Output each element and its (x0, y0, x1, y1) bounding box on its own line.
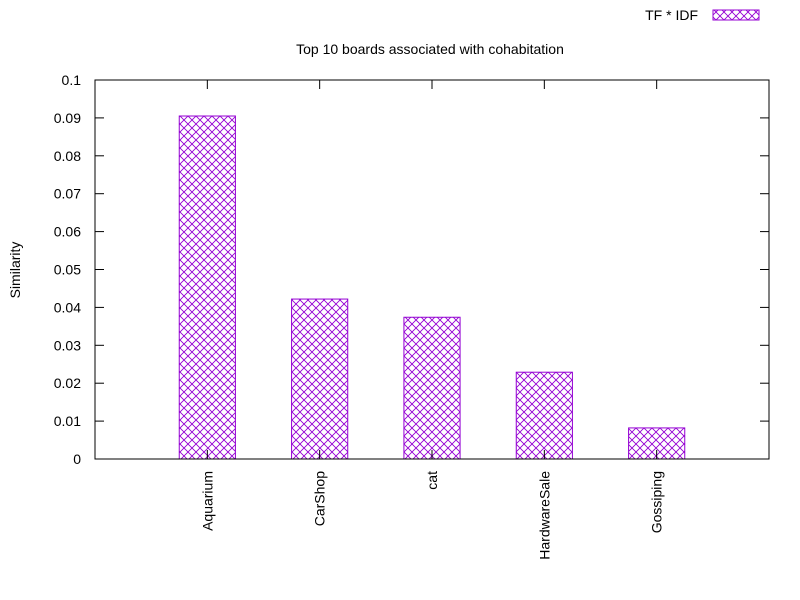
y-tick-label: 0.09 (54, 110, 81, 126)
x-axis-labels: Aquarium CarShop cat HardwareSale Gossiping (199, 471, 664, 560)
y-tick-label: 0.04 (54, 299, 81, 315)
legend-swatch (712, 9, 760, 21)
x-tick-label: CarShop (312, 471, 328, 526)
y-tick-label: 0.06 (54, 224, 81, 240)
y-axis-ticks: 0 0.01 0.02 0.03 0.04 0.05 0.06 0.07 0.08 0.09 0.1 (54, 72, 769, 467)
x-tick-label: HardwareSale (536, 471, 552, 560)
x-tick-label: Aquarium (199, 471, 215, 531)
y-axis-label: Similarity (7, 242, 23, 299)
bars (178, 80, 686, 460)
bar-aquarium (178, 115, 236, 460)
y-tick-label: 0.02 (54, 375, 81, 391)
y-tick-label: 0.08 (54, 148, 81, 164)
y-tick-label: 0 (73, 451, 81, 467)
x-tick-label: cat (424, 471, 440, 490)
x-tick-label: Gossiping (649, 471, 665, 533)
plot-frame (94, 79, 770, 460)
bar-carshop (291, 298, 349, 460)
y-tick-label: 0.05 (54, 262, 81, 278)
y-tick-label: 0.07 (54, 186, 81, 202)
y-tick-label: 0.03 (54, 337, 81, 353)
chart-title: Top 10 boards associated with cohabitati… (296, 41, 564, 57)
bar-gossiping (628, 427, 686, 460)
bar-cat (403, 316, 461, 460)
y-tick-label: 0.01 (54, 413, 81, 429)
y-tick-label: 0.1 (62, 72, 82, 88)
bar-hardwaresale (515, 371, 573, 460)
legend-label: TF * IDF (645, 7, 698, 23)
legend: TF * IDF (645, 7, 760, 23)
